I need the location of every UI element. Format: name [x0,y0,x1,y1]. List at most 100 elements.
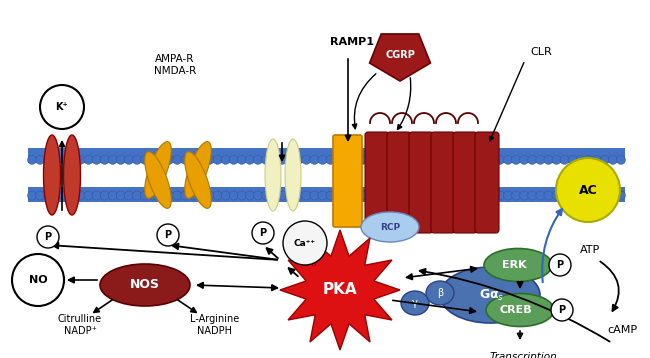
Circle shape [52,191,60,200]
Circle shape [27,191,36,200]
Circle shape [108,155,117,164]
Ellipse shape [401,291,429,315]
Circle shape [342,191,351,200]
Circle shape [149,191,157,200]
Circle shape [358,155,367,164]
Circle shape [367,155,376,164]
Ellipse shape [44,135,60,215]
Circle shape [245,155,254,164]
Polygon shape [370,34,430,81]
FancyBboxPatch shape [409,132,433,233]
Ellipse shape [440,267,540,323]
Circle shape [197,191,206,200]
Circle shape [334,191,343,200]
Circle shape [326,191,335,200]
Text: P: P [44,232,51,242]
Circle shape [439,155,448,164]
Circle shape [326,155,335,164]
Circle shape [116,191,125,200]
Circle shape [181,155,190,164]
Circle shape [576,191,585,200]
Circle shape [560,191,569,200]
Circle shape [415,191,424,200]
FancyBboxPatch shape [28,172,625,178]
Ellipse shape [426,281,454,305]
Circle shape [116,155,125,164]
Circle shape [213,191,222,200]
Text: ATP: ATP [580,245,600,255]
Ellipse shape [484,248,552,281]
Circle shape [213,155,222,164]
FancyBboxPatch shape [28,187,625,202]
Circle shape [310,191,319,200]
Text: cAMP: cAMP [607,325,637,335]
Circle shape [278,191,287,200]
Circle shape [391,191,400,200]
Circle shape [608,191,618,200]
Ellipse shape [185,152,211,208]
Circle shape [189,155,198,164]
Circle shape [334,155,343,164]
Text: K⁺: K⁺ [56,102,68,112]
Circle shape [423,155,432,164]
Circle shape [270,155,279,164]
Circle shape [479,191,488,200]
Text: CREB: CREB [500,305,532,315]
Circle shape [471,155,480,164]
Circle shape [601,155,609,164]
Circle shape [237,191,246,200]
Circle shape [568,191,577,200]
Text: P: P [558,305,566,315]
Polygon shape [280,230,400,350]
Circle shape [68,191,77,200]
Circle shape [140,155,150,164]
Circle shape [463,191,472,200]
Circle shape [92,155,101,164]
Ellipse shape [185,142,211,198]
Ellipse shape [486,294,554,326]
Text: RCP: RCP [380,223,400,232]
Text: PKA: PKA [322,282,358,297]
Ellipse shape [145,152,172,208]
Circle shape [391,155,400,164]
Ellipse shape [285,139,301,211]
Circle shape [616,155,625,164]
Circle shape [157,191,166,200]
Circle shape [229,191,238,200]
Circle shape [398,191,408,200]
FancyBboxPatch shape [365,132,389,233]
Circle shape [286,191,294,200]
Circle shape [455,155,464,164]
Text: Gα$_s$: Gα$_s$ [479,287,504,303]
Circle shape [157,155,166,164]
Circle shape [310,155,319,164]
Circle shape [512,191,521,200]
Text: AC: AC [578,184,597,197]
Circle shape [254,155,263,164]
Circle shape [221,191,230,200]
Circle shape [100,191,109,200]
Circle shape [431,191,440,200]
Circle shape [584,155,593,164]
Text: RAMP1: RAMP1 [330,37,374,47]
Circle shape [592,191,601,200]
Circle shape [84,191,93,200]
Text: ERK: ERK [502,260,526,270]
Ellipse shape [64,135,81,215]
Ellipse shape [100,264,190,306]
Circle shape [140,191,150,200]
Circle shape [252,222,274,244]
Text: L-Arginine
NADPH: L-Arginine NADPH [190,314,240,336]
Circle shape [407,155,416,164]
Circle shape [455,191,464,200]
Circle shape [173,155,182,164]
Circle shape [536,191,545,200]
Circle shape [576,155,585,164]
Circle shape [286,155,294,164]
Circle shape [229,155,238,164]
Text: Ca⁺⁺: Ca⁺⁺ [294,238,316,247]
Circle shape [342,155,351,164]
FancyBboxPatch shape [28,148,625,163]
Text: CLR: CLR [530,47,552,57]
Circle shape [76,191,85,200]
